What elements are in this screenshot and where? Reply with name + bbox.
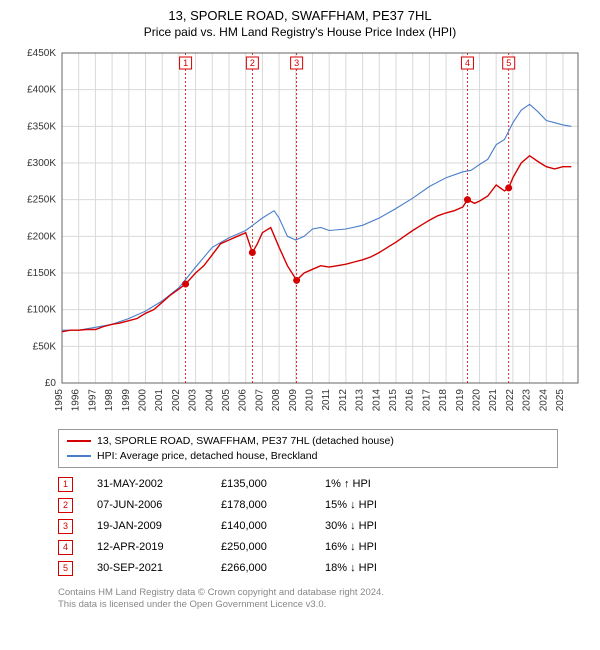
svg-text:2022: 2022 bbox=[505, 389, 516, 412]
sale-hpi-delta: 15% ↓ HPI bbox=[325, 495, 425, 516]
title-line2: Price paid vs. HM Land Registry's House … bbox=[12, 25, 588, 39]
sale-marker-number: 3 bbox=[58, 519, 73, 534]
chart-titles: 13, SPORLE ROAD, SWAFFHAM, PE37 7HL Pric… bbox=[12, 8, 588, 39]
sale-price: £135,000 bbox=[221, 474, 301, 495]
svg-text:1995: 1995 bbox=[54, 389, 65, 412]
svg-text:1996: 1996 bbox=[71, 389, 82, 412]
svg-text:£300K: £300K bbox=[27, 158, 56, 169]
svg-text:2023: 2023 bbox=[522, 389, 533, 412]
svg-text:1: 1 bbox=[183, 58, 188, 68]
svg-text:2005: 2005 bbox=[221, 389, 232, 412]
legend-label: HPI: Average price, detached house, Brec… bbox=[97, 449, 317, 464]
credits: Contains HM Land Registry data © Crown c… bbox=[58, 587, 588, 612]
svg-text:2006: 2006 bbox=[238, 389, 249, 412]
svg-text:1997: 1997 bbox=[87, 389, 98, 412]
legend-label: 13, SPORLE ROAD, SWAFFHAM, PE37 7HL (det… bbox=[97, 434, 394, 449]
svg-text:2008: 2008 bbox=[271, 389, 282, 412]
svg-text:2012: 2012 bbox=[338, 389, 349, 412]
svg-text:2024: 2024 bbox=[538, 389, 549, 412]
sale-hpi-delta: 18% ↓ HPI bbox=[325, 558, 425, 579]
sale-date: 30-SEP-2021 bbox=[97, 558, 197, 579]
credits-line1: Contains HM Land Registry data © Crown c… bbox=[58, 587, 588, 599]
chart-container: £0 £50K £100K £150K £200K £250K £300K £350K £400… bbox=[12, 43, 588, 423]
sale-row: 3 19-JAN-2009 £140,000 30% ↓ HPI bbox=[58, 516, 588, 537]
svg-text:4: 4 bbox=[465, 58, 470, 68]
sale-price: £140,000 bbox=[221, 516, 301, 537]
svg-text:2009: 2009 bbox=[288, 389, 299, 412]
svg-text:2015: 2015 bbox=[388, 389, 399, 412]
sale-price: £250,000 bbox=[221, 537, 301, 558]
svg-text:1999: 1999 bbox=[121, 389, 132, 412]
sale-price: £266,000 bbox=[221, 558, 301, 579]
sale-date: 12-APR-2019 bbox=[97, 537, 197, 558]
price-chart: £0 £50K £100K £150K £200K £250K £300K £350K £400… bbox=[12, 43, 588, 423]
legend-swatch bbox=[67, 440, 91, 442]
sale-marker-number: 5 bbox=[58, 561, 73, 576]
sale-marker-number: 1 bbox=[58, 477, 73, 492]
svg-text:2025: 2025 bbox=[555, 389, 566, 412]
svg-text:2021: 2021 bbox=[488, 389, 499, 412]
svg-text:£350K: £350K bbox=[27, 121, 56, 132]
legend-swatch bbox=[67, 455, 91, 457]
sale-marker-number: 2 bbox=[58, 498, 73, 513]
sale-row: 5 30-SEP-2021 £266,000 18% ↓ HPI bbox=[58, 558, 588, 579]
sale-date: 31-MAY-2002 bbox=[97, 474, 197, 495]
svg-text:2007: 2007 bbox=[254, 389, 265, 412]
legend: 13, SPORLE ROAD, SWAFFHAM, PE37 7HL (det… bbox=[58, 429, 558, 468]
sale-row: 2 07-JUN-2006 £178,000 15% ↓ HPI bbox=[58, 495, 588, 516]
svg-text:2017: 2017 bbox=[421, 389, 432, 412]
svg-text:1998: 1998 bbox=[104, 389, 115, 412]
svg-text:2: 2 bbox=[250, 58, 255, 68]
sale-date: 07-JUN-2006 bbox=[97, 495, 197, 516]
svg-text:£150K: £150K bbox=[27, 268, 56, 279]
sale-price: £178,000 bbox=[221, 495, 301, 516]
sale-row: 4 12-APR-2019 £250,000 16% ↓ HPI bbox=[58, 537, 588, 558]
svg-text:2013: 2013 bbox=[355, 389, 366, 412]
svg-text:2000: 2000 bbox=[137, 389, 148, 412]
sale-hpi-delta: 16% ↓ HPI bbox=[325, 537, 425, 558]
svg-text:£50K: £50K bbox=[33, 341, 57, 352]
svg-text:2019: 2019 bbox=[455, 389, 466, 412]
credits-line2: This data is licensed under the Open Gov… bbox=[58, 599, 588, 611]
sale-hpi-delta: 1% ↑ HPI bbox=[325, 474, 425, 495]
svg-text:2004: 2004 bbox=[204, 389, 215, 412]
svg-text:2020: 2020 bbox=[471, 389, 482, 412]
svg-text:2001: 2001 bbox=[154, 389, 165, 412]
svg-text:2003: 2003 bbox=[188, 389, 199, 412]
svg-text:3: 3 bbox=[294, 58, 299, 68]
title-line1: 13, SPORLE ROAD, SWAFFHAM, PE37 7HL bbox=[12, 8, 588, 23]
svg-text:£250K: £250K bbox=[27, 195, 56, 206]
sales-table: 1 31-MAY-2002 £135,000 1% ↑ HPI 2 07-JUN-2006… bbox=[58, 474, 588, 578]
legend-row: 13, SPORLE ROAD, SWAFFHAM, PE37 7HL (det… bbox=[67, 434, 549, 449]
svg-text:£400K: £400K bbox=[27, 85, 56, 96]
svg-text:£0: £0 bbox=[45, 378, 57, 389]
svg-text:5: 5 bbox=[506, 58, 511, 68]
svg-text:2018: 2018 bbox=[438, 389, 449, 412]
svg-text:2010: 2010 bbox=[304, 389, 315, 412]
legend-row: HPI: Average price, detached house, Brec… bbox=[67, 449, 549, 464]
svg-text:£100K: £100K bbox=[27, 305, 56, 316]
svg-text:2002: 2002 bbox=[171, 389, 182, 412]
svg-text:£450K: £450K bbox=[27, 48, 56, 59]
sale-date: 19-JAN-2009 bbox=[97, 516, 197, 537]
svg-text:2014: 2014 bbox=[371, 389, 382, 412]
svg-text:2016: 2016 bbox=[405, 389, 416, 412]
svg-text:£200K: £200K bbox=[27, 231, 56, 242]
sale-marker-number: 4 bbox=[58, 540, 73, 555]
svg-text:2011: 2011 bbox=[321, 389, 332, 411]
sale-hpi-delta: 30% ↓ HPI bbox=[325, 516, 425, 537]
sale-row: 1 31-MAY-2002 £135,000 1% ↑ HPI bbox=[58, 474, 588, 495]
